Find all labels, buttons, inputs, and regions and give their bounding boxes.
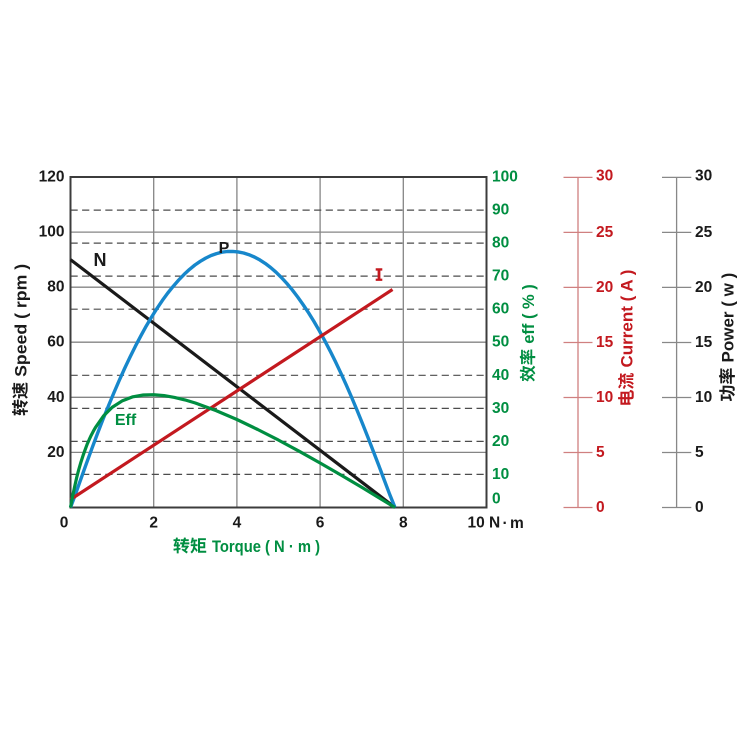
svg-text:6: 6	[316, 515, 325, 532]
svg-text:80: 80	[492, 235, 509, 252]
svg-text:30: 30	[695, 167, 712, 184]
svg-text:30: 30	[596, 167, 613, 184]
svg-text:90: 90	[492, 202, 509, 219]
svg-text:Torque ( N · m ): Torque ( N · m )	[212, 537, 320, 556]
svg-text:N: N	[94, 250, 107, 270]
svg-text:4: 4	[233, 515, 242, 532]
svg-text:Power ( w ): Power ( w )	[718, 273, 737, 363]
svg-text:0: 0	[492, 491, 501, 508]
svg-text:20: 20	[596, 279, 613, 296]
svg-text:50: 50	[492, 334, 509, 351]
svg-text:0: 0	[60, 515, 69, 532]
svg-text:100: 100	[39, 224, 65, 241]
svg-text:5: 5	[596, 444, 605, 461]
svg-text:2: 2	[149, 515, 158, 532]
svg-text:Eff: Eff	[115, 412, 137, 429]
svg-text:10 N·m: 10 N · m	[468, 515, 524, 532]
svg-text:8: 8	[399, 515, 408, 532]
svg-text:80: 80	[47, 279, 64, 296]
svg-text:40: 40	[47, 389, 64, 406]
svg-text:10: 10	[695, 389, 712, 406]
svg-text:5: 5	[695, 444, 704, 461]
svg-text:Current ( A ): Current ( A )	[617, 270, 636, 368]
svg-text:P: P	[219, 240, 230, 257]
svg-text:25: 25	[596, 224, 614, 241]
svg-text:60: 60	[47, 334, 64, 351]
svg-text:25: 25	[695, 224, 713, 241]
svg-text:100: 100	[492, 169, 518, 186]
svg-text:20: 20	[695, 279, 712, 296]
svg-text:15: 15	[695, 334, 713, 351]
svg-text:Speed ( rpm ): Speed ( rpm )	[11, 264, 30, 377]
svg-text:60: 60	[492, 301, 509, 318]
svg-text:10: 10	[492, 466, 509, 483]
svg-text:20: 20	[47, 444, 64, 461]
svg-text:0: 0	[596, 499, 605, 516]
svg-text:10: 10	[596, 389, 613, 406]
svg-text:70: 70	[492, 268, 509, 285]
svg-text:40: 40	[492, 367, 509, 384]
svg-text:15: 15	[596, 334, 614, 351]
svg-text:0: 0	[695, 499, 704, 516]
svg-text:30: 30	[492, 400, 509, 417]
svg-text:20: 20	[492, 433, 509, 450]
svg-text:eff ( % ): eff ( % )	[520, 284, 538, 344]
svg-text:120: 120	[39, 169, 65, 186]
